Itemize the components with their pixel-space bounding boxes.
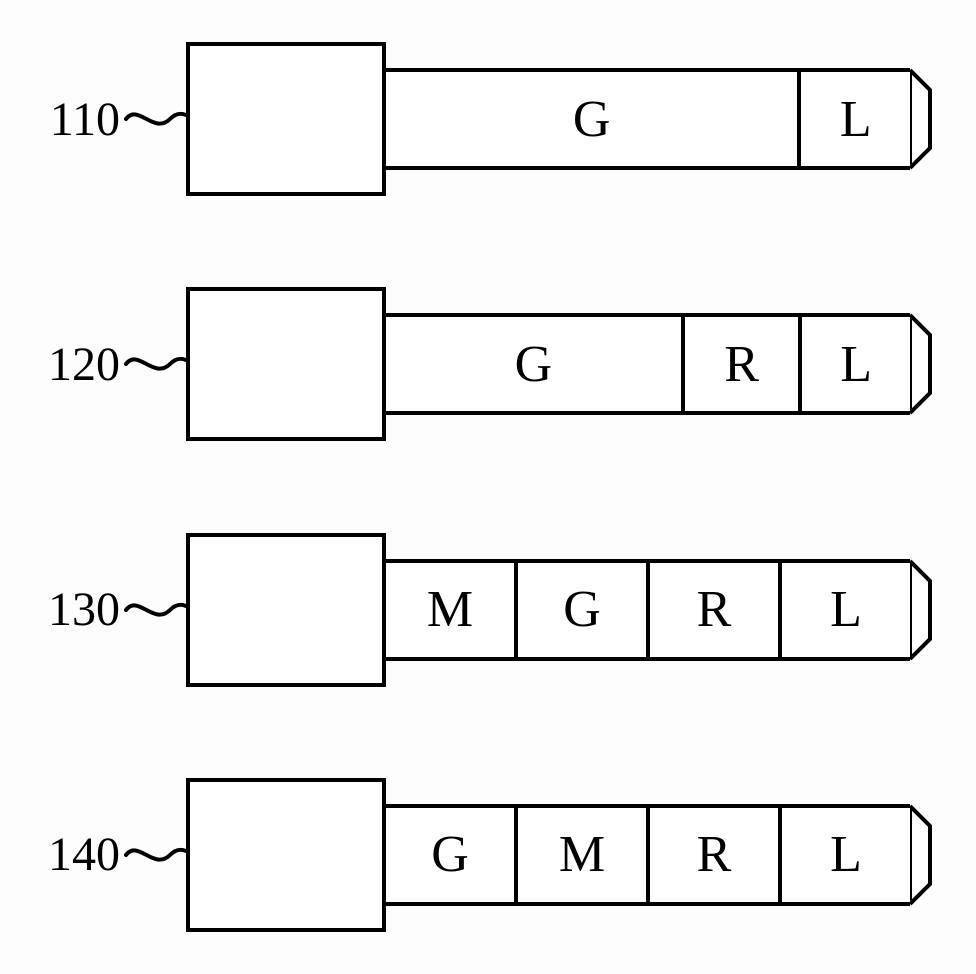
head-block: [186, 42, 386, 196]
shaft: G L: [386, 68, 910, 170]
connector-icon: [124, 835, 186, 875]
tip-icon: [910, 559, 932, 661]
row-label: 110: [20, 92, 120, 147]
row-label: 130: [20, 582, 120, 637]
connector-icon: [124, 344, 186, 384]
tip-icon: [910, 68, 932, 170]
row-label: 140: [20, 827, 120, 882]
segment-m: M: [518, 804, 650, 906]
head-block: [186, 533, 386, 687]
segment-m: M: [386, 559, 518, 661]
segment-l: L: [782, 804, 910, 906]
segment-g: G: [386, 68, 801, 170]
segment-r: R: [650, 559, 782, 661]
head-block: [186, 287, 386, 441]
connector-icon: [124, 99, 186, 139]
connector-icon: [124, 590, 186, 630]
diagram-row-140: 140 G M R L: [20, 778, 932, 932]
diagram-row-120: 120 G R L: [20, 287, 932, 441]
head-block: [186, 778, 386, 932]
tip-icon: [910, 313, 932, 415]
segment-g: G: [518, 559, 650, 661]
segment-g: G: [386, 313, 685, 415]
shaft: G M R L: [386, 804, 910, 906]
segment-g: G: [386, 804, 518, 906]
segment-l: L: [801, 68, 910, 170]
shaft: G R L: [386, 313, 910, 415]
tip-icon: [910, 804, 932, 906]
diagram-row-130: 130 M G R L: [20, 533, 932, 687]
diagram-row-110: 110 G L: [20, 42, 932, 196]
segment-l: L: [782, 559, 910, 661]
segment-l: L: [802, 313, 910, 415]
segment-r: R: [685, 313, 802, 415]
row-label: 120: [20, 337, 120, 392]
segment-r: R: [650, 804, 782, 906]
shaft: M G R L: [386, 559, 910, 661]
